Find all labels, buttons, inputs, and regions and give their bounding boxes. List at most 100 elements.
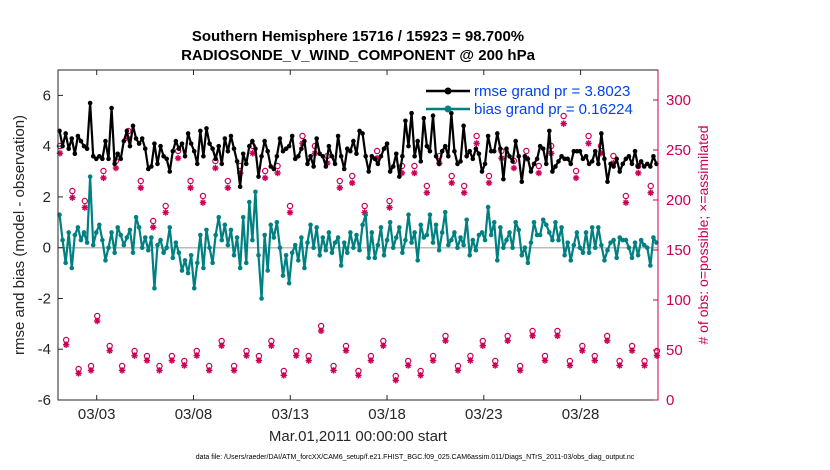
bias-point [605,247,610,253]
bias-point [311,245,316,250]
x-tick-label: 03/18 [368,406,406,423]
bias-point [436,247,442,253]
bias-point [387,220,393,225]
bias-point [516,227,522,233]
bias-point [574,230,580,235]
count-assimilated-marker [349,179,356,187]
y-axis-right: 0 50 100 150 200 250 300 [653,70,691,409]
bias-point [442,209,448,215]
rmse-point [473,146,479,151]
count-possible-marker [585,132,592,140]
rmse-point [268,164,274,169]
bias-line [58,175,658,300]
count-possible-marker [411,162,418,170]
bias-point [348,230,353,235]
rmse-point [442,143,448,149]
count-assimilated-marker [473,140,480,147]
rmse-point [118,156,124,162]
bias-point [219,237,225,243]
bias-point [491,220,497,225]
rmse-point [375,161,381,167]
rmse-point [589,159,595,164]
rmse-point [602,156,607,162]
rmse-point [329,154,335,159]
rmse-point [271,166,277,172]
bias-point [323,247,329,253]
count-assimilated-marker [554,332,561,340]
bias-point [559,225,564,230]
bias-point [329,250,335,256]
rmse-point [351,138,356,144]
rmse-point [164,156,169,162]
bias-point [341,240,347,245]
count-possible-marker [647,182,654,190]
bias-point [467,253,473,258]
count-assimilated-marker [529,332,536,340]
rmse-point [620,161,626,167]
count-assimilated-marker [280,372,288,379]
y2-tick-label: 200 [666,192,691,209]
rmse-point [498,146,503,151]
y-axis-left: -6 -4 -2 0 2 4 6 [38,87,63,409]
count-assimilated-marker [367,357,375,364]
rmse-point [317,151,323,157]
bias-point [243,260,249,266]
count-possible-marker [610,152,617,160]
bias-point [302,265,307,271]
legend-bias-marker [444,105,452,113]
count-assimilated-marker [199,199,207,206]
rmse-point [308,154,313,159]
bias-point [571,242,577,248]
legend-rmse-label: rmse grand pr = 3.8023 [474,83,630,100]
rmse-point [243,161,249,167]
rmse-point [152,141,157,146]
bias-point [498,225,503,230]
bias-point [97,222,102,228]
rmse-point [626,154,632,159]
count-assimilated-marker [69,194,76,201]
rmse-point [525,156,531,162]
count-assimilated-marker [535,169,542,177]
bias-point [632,240,638,245]
bias-point [253,189,258,195]
bias-point [651,235,656,240]
bias-point [317,253,323,258]
rmse-point [534,156,540,162]
bias-point [72,232,78,238]
bias-point [519,253,525,258]
count-assimilated-marker [94,317,101,325]
bias-point [580,250,586,256]
rmse-point [69,136,75,141]
rmse-point [225,148,231,154]
count-possible-marker [373,147,381,155]
rmse-point [632,148,638,154]
rmse-point [106,156,111,162]
rmse-point [253,146,258,151]
rmse-point [464,154,469,159]
rmse-point [393,151,399,157]
count-assimilated-marker [423,189,431,196]
y2-tick-label: 100 [666,292,691,309]
rmse-point [277,136,283,141]
y-tick-label: 2 [43,189,51,206]
rmse-point [449,110,454,116]
count-assimilated-marker [622,199,630,206]
rmse-point [182,154,188,159]
rmse-point [240,151,246,157]
count-assimilated-marker [274,169,281,177]
legend: rmse grand pr = 3.8023 bias grand pr = 0… [426,83,633,118]
y-tick-label: 4 [43,138,51,155]
count-possible-marker [336,177,343,185]
bias-point [629,255,635,261]
y-tick-label: 6 [43,87,51,104]
bias-point [617,235,623,240]
rmse-point [553,164,558,169]
bias-point [644,245,650,250]
rmse-point [84,146,90,151]
rmse-point [191,148,197,154]
bias-point [400,250,405,256]
bias-point [611,237,616,243]
bias-point [228,227,234,233]
y-tick-label: 0 [43,240,51,257]
